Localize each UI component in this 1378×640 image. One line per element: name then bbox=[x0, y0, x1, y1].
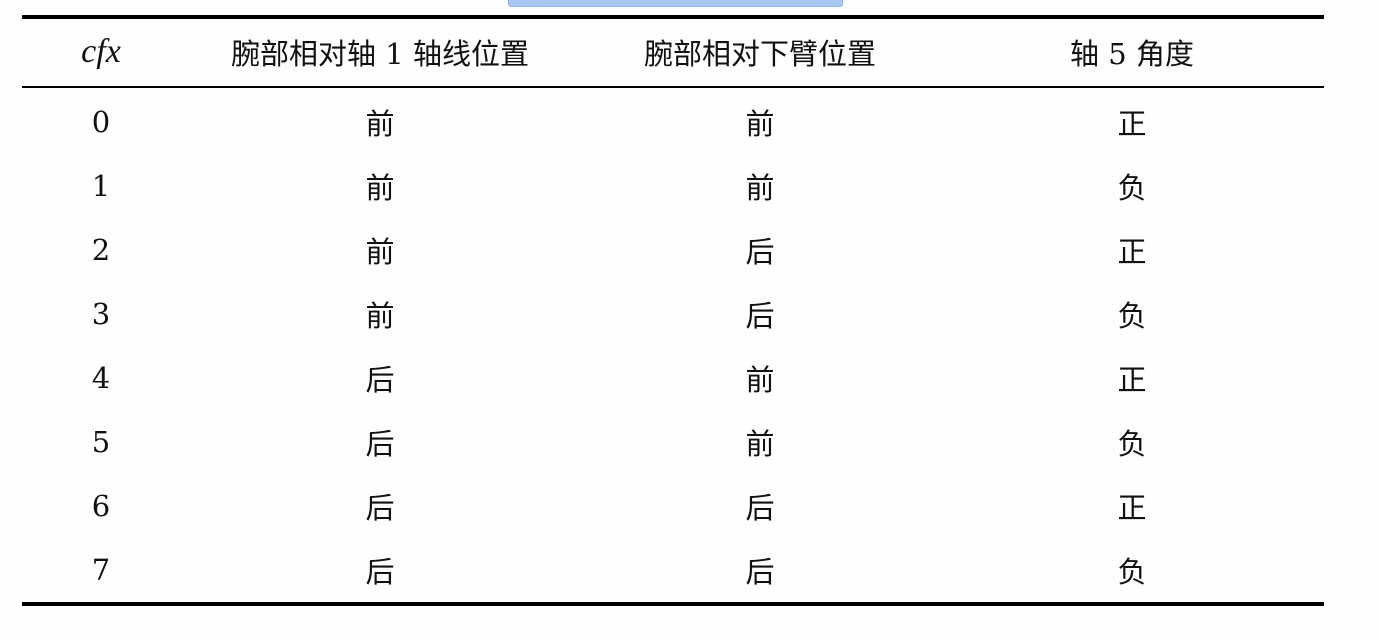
table-cell: 5 bbox=[91, 425, 111, 459]
table-cell: 后 bbox=[365, 491, 395, 525]
header-rule bbox=[22, 86, 1324, 88]
table-cell: 后 bbox=[365, 363, 395, 397]
header-cfx: cfx bbox=[81, 33, 121, 70]
table-cell: 后 bbox=[745, 555, 775, 589]
top-rule bbox=[22, 15, 1324, 19]
selection-highlight bbox=[508, 0, 843, 7]
table-cell: 前 bbox=[365, 107, 395, 141]
table-cell: 后 bbox=[745, 299, 775, 333]
table-cell: 7 bbox=[91, 553, 111, 587]
table-cell: 前 bbox=[745, 107, 775, 141]
header-wrist-axis1: 腕部相对轴 1 轴线位置 bbox=[231, 37, 529, 71]
table-cell: 前 bbox=[745, 171, 775, 205]
table-cell: 2 bbox=[91, 233, 111, 267]
table-cell: 0 bbox=[91, 105, 111, 139]
table-cell: 6 bbox=[91, 489, 111, 523]
table-cell: 负 bbox=[1117, 171, 1147, 205]
table-cell: 前 bbox=[745, 363, 775, 397]
header-wrist-forearm: 腕部相对下臂位置 bbox=[643, 37, 877, 71]
table-cell: 1 bbox=[91, 169, 111, 203]
table-cell: 前 bbox=[365, 171, 395, 205]
table-cell: 4 bbox=[91, 361, 111, 395]
table-cell: 正 bbox=[1117, 491, 1147, 525]
table-cell: 负 bbox=[1117, 555, 1147, 589]
table-cell: 正 bbox=[1117, 235, 1147, 269]
header-axis5-angle: 轴 5 角度 bbox=[1070, 37, 1194, 71]
table-cell: 后 bbox=[745, 491, 775, 525]
table-cell: 前 bbox=[365, 235, 395, 269]
table-cell: 3 bbox=[91, 297, 111, 331]
table-cell: 后 bbox=[365, 427, 395, 461]
table-cell: 负 bbox=[1117, 427, 1147, 461]
table-cell: 前 bbox=[745, 427, 775, 461]
table-cell: 前 bbox=[365, 299, 395, 333]
table-cell: 后 bbox=[745, 235, 775, 269]
bottom-rule bbox=[22, 602, 1324, 606]
table-cell: 正 bbox=[1117, 107, 1147, 141]
table-cell: 负 bbox=[1117, 299, 1147, 333]
table-cell: 正 bbox=[1117, 363, 1147, 397]
table-cell: 后 bbox=[365, 555, 395, 589]
